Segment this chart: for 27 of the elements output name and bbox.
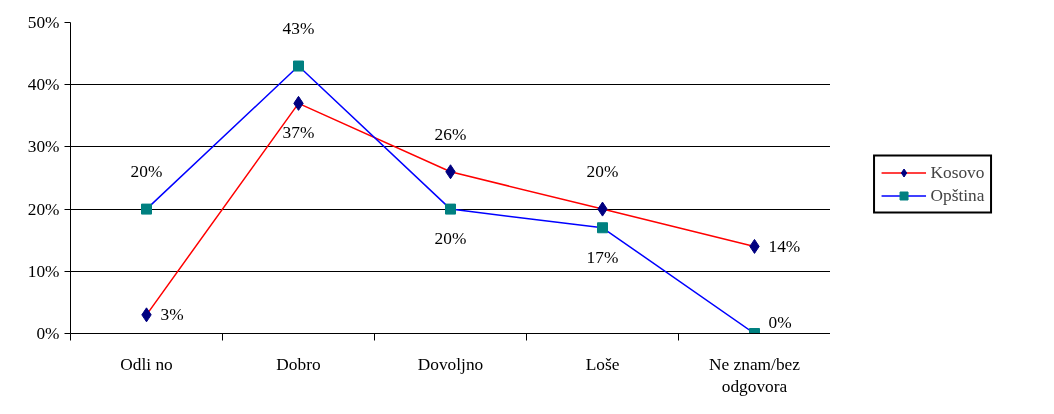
y-tick-label: 30% xyxy=(27,137,60,157)
x-tick-label: Odli no xyxy=(120,354,173,374)
data-label: 20% xyxy=(130,162,163,182)
legend-label: Opština xyxy=(930,185,985,205)
x-tick-label: Dovoljno xyxy=(417,354,484,374)
data-label: 20% xyxy=(434,229,467,249)
data-label: 37% xyxy=(282,123,315,143)
point xyxy=(445,203,456,215)
x-tick-label: Ne znam/bez odgovora xyxy=(709,354,801,397)
data-label: 0% xyxy=(768,312,792,332)
data-label: 26% xyxy=(434,124,467,144)
data-label: 17% xyxy=(586,247,619,267)
point xyxy=(597,222,608,234)
point xyxy=(293,60,304,72)
y-tick-label: 40% xyxy=(27,75,60,95)
y-tick-label: 20% xyxy=(27,199,60,219)
data-label: 43% xyxy=(282,19,315,39)
data-label: 20% xyxy=(586,162,619,182)
x-tick-label: Dobro xyxy=(276,354,321,374)
x-tick-label: Loše xyxy=(585,354,620,374)
point xyxy=(141,203,152,215)
legend-label: Kosovo xyxy=(930,162,985,182)
data-label: 14% xyxy=(768,236,801,256)
data-label: 3% xyxy=(160,305,184,325)
y-tick-label: 50% xyxy=(27,13,60,32)
y-tick-label: 0% xyxy=(36,324,60,343)
y-tick-label: 10% xyxy=(27,261,60,281)
